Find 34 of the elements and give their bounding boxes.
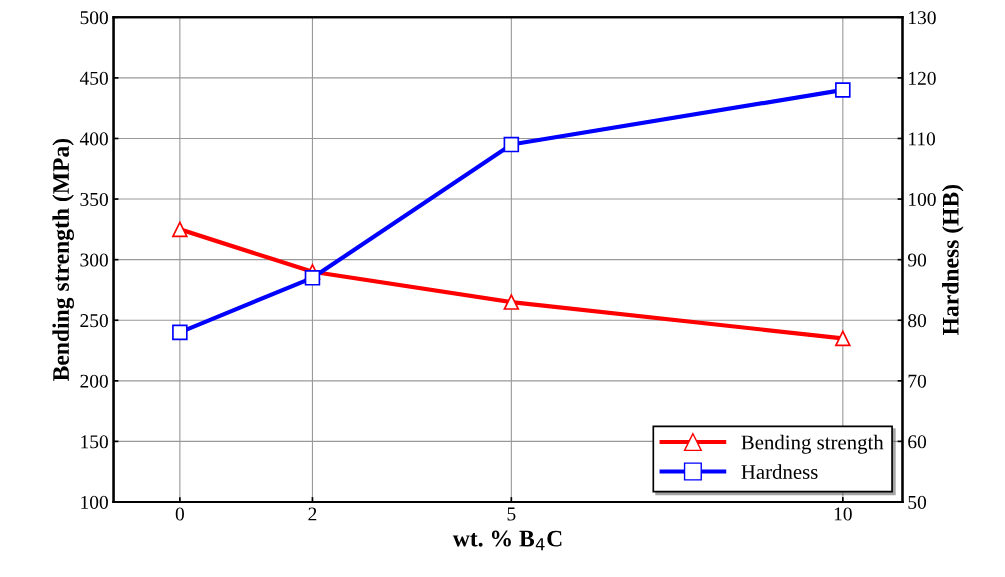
point — [835, 82, 851, 98]
y2-tick-label: 70 — [908, 374, 927, 388]
y-tick-label: 300 — [80, 253, 108, 267]
y2-tick-label: 50 — [908, 495, 927, 509]
y2-tick-label: 100 — [909, 192, 936, 206]
legend-label: Bending strength — [741, 434, 884, 454]
x-tick-label: 5 — [507, 507, 516, 521]
x-tick-label: 0 — [175, 507, 184, 521]
y-tick-label: 500 — [80, 11, 108, 25]
point — [503, 294, 520, 310]
y-tick-label: 400 — [79, 132, 108, 146]
y2-tick-label: 130 — [909, 11, 936, 25]
x-tick-label: 2 — [308, 507, 317, 521]
y-tick-label: 200 — [80, 374, 108, 388]
point — [835, 330, 851, 347]
y2-tick-label: 60 — [908, 435, 927, 449]
y2-tick-label: 110 — [909, 132, 936, 146]
y2-tick-label: 80 — [908, 314, 927, 328]
y-tick-label: 250 — [80, 314, 108, 328]
point — [172, 324, 188, 341]
y-tick-label: 350 — [80, 192, 108, 206]
y2-tick-label: 120 — [909, 71, 936, 85]
point — [503, 136, 520, 153]
x-tick-label: 10 — [834, 507, 852, 521]
y2-tick-label: 90 — [907, 253, 927, 267]
legend-label: Hardness — [741, 464, 818, 480]
y2-axis-title: Hardness (HB) — [942, 184, 964, 335]
y-tick-label: 150 — [81, 435, 108, 449]
point — [172, 221, 188, 238]
y-tick-label: 450 — [79, 71, 108, 85]
y-axis-title: Bending strength (MPa) — [52, 138, 74, 382]
x-axis-title: wt. % B$_{4}$C — [452, 530, 562, 551]
point — [304, 270, 321, 286]
y-tick-label: 100 — [81, 495, 108, 509]
